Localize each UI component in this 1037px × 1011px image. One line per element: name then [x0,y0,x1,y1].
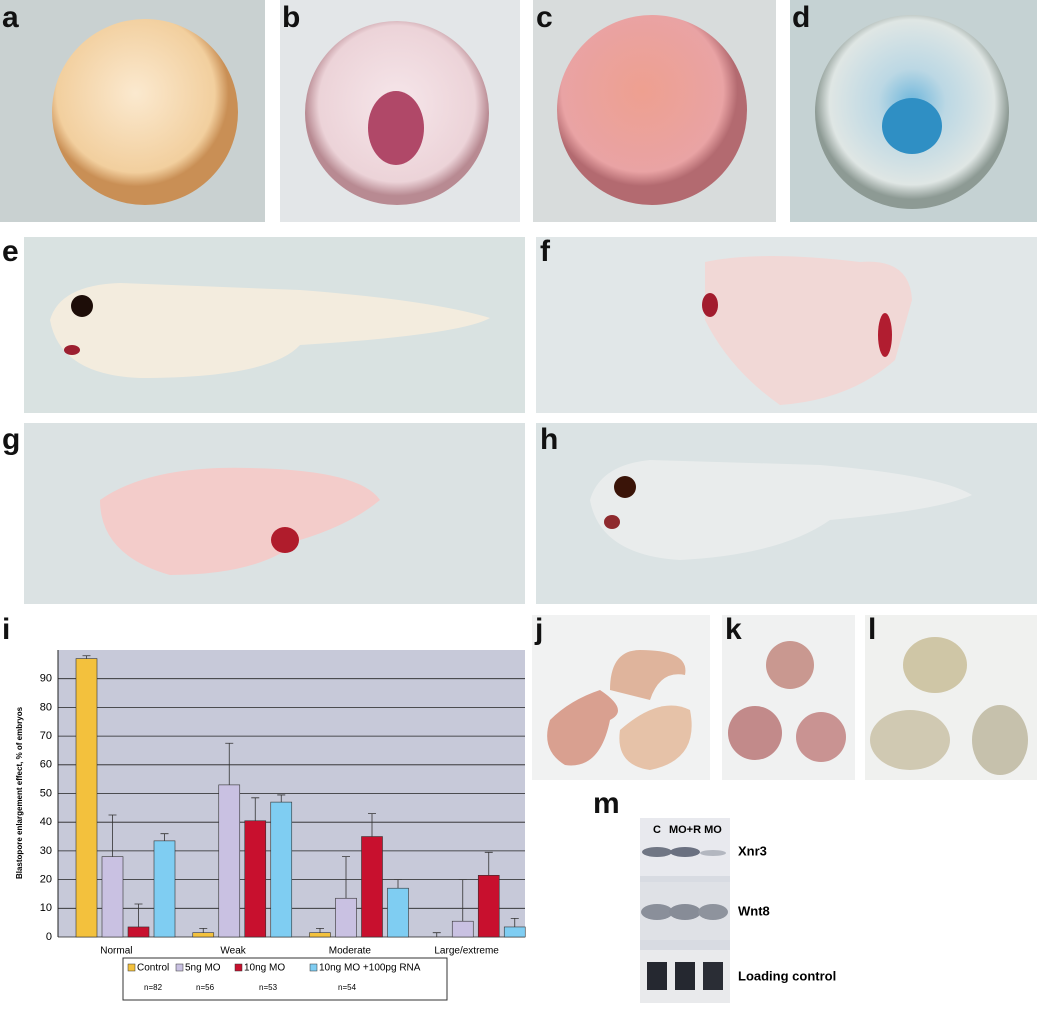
error-bar [108,814,117,857]
y-axis-label: Blastopore enlargement effect, % of embr… [15,706,24,879]
panel-label: g [2,423,20,456]
bar [75,658,98,938]
y-tick-label: 70 [40,730,52,742]
error-bar [160,833,169,841]
panel-label: i [2,613,10,646]
legend-label: Control [137,963,169,974]
panel-label: b [282,1,300,34]
error-bar [458,879,467,922]
bar [153,840,176,938]
x-tick-label: Large/extreme [434,946,499,957]
band-label: Wnt8 [738,903,770,918]
lane-label: MO [704,824,722,836]
bar [309,932,331,938]
panel-label: a [2,1,19,34]
blot-labels: C MO+R MO Xnr3 Wnt8 Loading control [653,824,836,984]
legend-swatch [175,963,184,972]
legend-n: n=53 [259,983,278,992]
panel-label: k [725,613,742,646]
error-bar [368,813,376,837]
y-tick-label: 80 [40,701,52,713]
lane-label: C [653,824,661,836]
legend-label: 5ng MO [185,963,221,974]
panel-label: j [534,613,543,646]
error-bar [277,794,286,803]
bar [477,874,500,938]
y-tick-label: 50 [40,787,52,799]
error-bar [82,655,91,659]
legend-n: n=82 [144,983,163,992]
bar [503,926,526,938]
y-tick-label: 0 [46,931,52,943]
error-bar [251,797,260,821]
panel-label: h [540,423,558,456]
bar [192,932,215,938]
panel-label: m [593,787,620,820]
legend-label: 10ng MO [244,963,285,974]
error-bar [316,927,324,933]
y-tick-label: 60 [40,759,52,771]
error-bar [134,903,143,927]
band-label: Xnr3 [738,843,767,858]
bar [387,887,409,938]
error-bar [432,932,441,937]
error-bar [199,927,208,933]
error-bar [342,856,350,899]
y-tick-label: 20 [40,874,52,886]
bar-chart: Blastopore enlargement effect, % of embr… [15,650,526,1001]
panel-labels: a b c d e f g h i j k l m [2,1,876,820]
y-tick-label: 30 [40,845,52,857]
bar [244,820,267,938]
panel-label: c [536,1,553,34]
y-tick-label: 90 [40,673,52,685]
legend-swatch [309,963,318,972]
band-label: Loading control [738,968,836,983]
error-bar [225,742,234,785]
y-tick-label: 40 [40,816,52,828]
bar [218,784,241,938]
legend-swatch [127,963,136,972]
bar [335,897,357,938]
error-bar [394,879,402,889]
panel-label: d [792,1,810,34]
legend-label: 10ng MO +100pg RNA [319,963,421,974]
y-tick-label: 10 [40,902,52,914]
bar [270,801,293,938]
x-tick-label: Moderate [329,946,372,957]
panel-label: f [540,235,551,268]
bar [451,920,474,938]
bar [101,856,124,938]
error-bar [510,917,519,927]
bar [127,926,150,938]
legend-swatch [234,963,243,972]
lane-label: MO+R [669,824,701,836]
legend-n: n=54 [338,983,357,992]
panel-label: l [868,613,876,646]
x-tick-label: Weak [220,946,246,957]
bar [361,836,383,938]
legend-n: n=56 [196,983,215,992]
error-bar [484,851,493,876]
x-tick-label: Normal [100,946,132,957]
panel-label: e [2,235,19,268]
